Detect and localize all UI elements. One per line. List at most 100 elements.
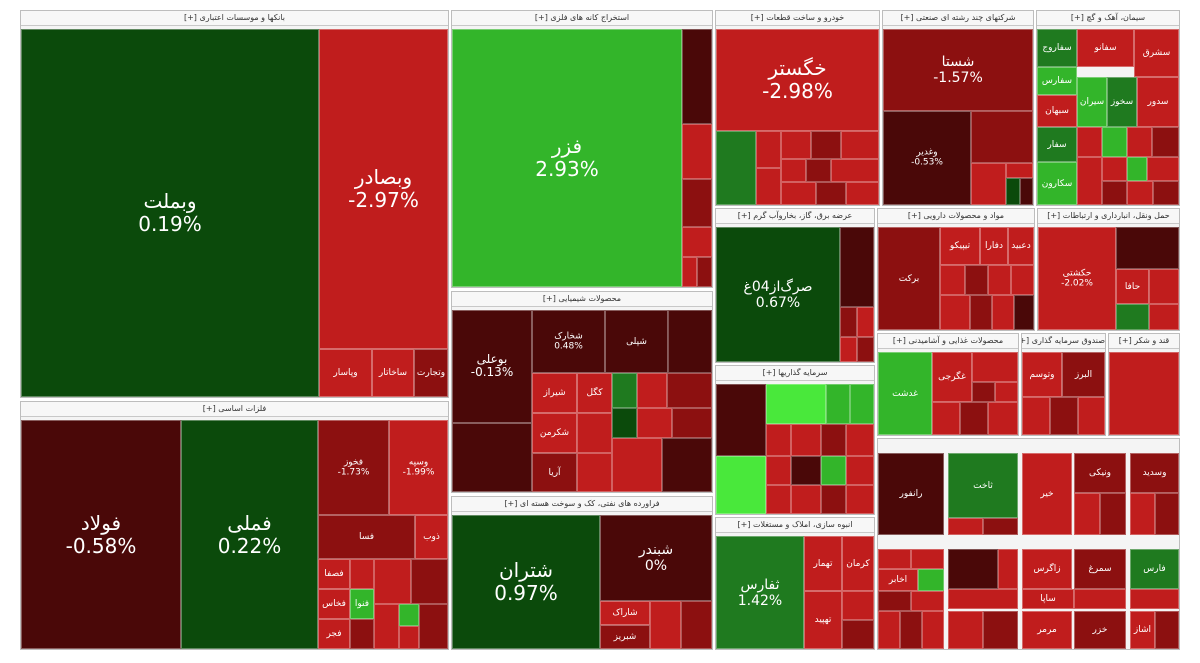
tile-shiraz[interactable]: شیراز — [532, 373, 577, 413]
tile-minor[interactable] — [781, 159, 806, 182]
tile-sdor[interactable]: سدور — [1137, 77, 1179, 127]
sector-header[interactable]: مواد و محصولات دارویی [+] — [878, 209, 1034, 224]
tile-minor[interactable] — [766, 485, 791, 514]
tile-vtejarat[interactable]: وپاسار — [319, 349, 372, 397]
tile-minor[interactable] — [971, 163, 1006, 205]
tile-shebreez[interactable]: شبریز — [600, 625, 650, 649]
tile-minor[interactable] — [932, 402, 960, 435]
tile-minor[interactable] — [918, 569, 944, 591]
tile-minor[interactable] — [682, 227, 712, 257]
sector-header[interactable]: فلزات اساسی [+] — [21, 402, 448, 417]
tile-minor[interactable] — [948, 611, 983, 649]
tile-vtoos[interactable]: البرز — [1062, 352, 1105, 397]
tile-minor[interactable] — [826, 384, 850, 424]
tile-minor[interactable] — [1014, 295, 1034, 330]
tile-minor[interactable] — [1153, 181, 1179, 205]
tile-minor[interactable] — [1006, 163, 1033, 178]
tile-zob[interactable]: ذوب — [415, 515, 448, 559]
tile-minor[interactable] — [806, 159, 831, 182]
tile-tahpid[interactable]: تهپید — [804, 591, 842, 649]
tile-minor[interactable] — [970, 295, 992, 330]
tile-minor[interactable] — [419, 604, 448, 649]
tile-minor[interactable] — [1127, 181, 1153, 205]
sector-pharma[interactable]: مواد و محصولات دارویی [+] برکت تیپیکو دف… — [877, 208, 1035, 331]
tile-minor[interactable] — [821, 424, 846, 456]
tile-minor[interactable] — [791, 485, 821, 514]
tile-sharak[interactable]: شاراک — [600, 601, 650, 625]
tile-khegostar[interactable]: خگستر -2.98% — [716, 29, 879, 131]
tile-minor[interactable] — [1116, 304, 1149, 330]
tile-argh[interactable]: صرگ‌از04غ 0.67% — [716, 227, 840, 362]
tile-minor[interactable] — [1149, 269, 1179, 304]
tile-minor[interactable] — [992, 295, 1014, 330]
tile-hafar[interactable]: حافا — [1116, 269, 1149, 304]
tile-minor[interactable] — [612, 373, 637, 408]
sector-auto[interactable]: خودرو و ساخت قطعات [+] خگستر -2.98% — [715, 10, 880, 206]
tile-minor[interactable] — [1077, 127, 1102, 157]
sector-metals[interactable]: فلزات اساسی [+] فولاد -0.58% فملی 0.22% فخ… — [20, 401, 449, 650]
tile-minor[interactable] — [374, 559, 411, 604]
tile-minor[interactable] — [840, 337, 857, 362]
tile-sfar[interactable]: سفار — [1037, 127, 1077, 162]
sector-header[interactable]: انبوه سازی، املاک و مستغلات [+] — [716, 518, 874, 533]
tile-minor[interactable] — [682, 179, 712, 227]
tile-sabad[interactable]: سبهان — [1037, 95, 1077, 127]
tile-minor[interactable] — [668, 310, 712, 373]
tile-minor[interactable] — [1102, 157, 1127, 181]
tile-mrmar[interactable]: مرمر — [1022, 611, 1072, 649]
tile-vbsader[interactable]: وبصادر -2.97% — [319, 29, 448, 349]
tile-ghalboor[interactable]: غدشت — [878, 352, 932, 435]
tile-fesk[interactable]: فخاس — [318, 589, 350, 619]
tile-minor[interactable] — [756, 131, 781, 168]
tile-minor[interactable] — [1116, 227, 1179, 269]
tile-bardak[interactable]: برکت — [878, 227, 940, 330]
tile-minor[interactable] — [637, 408, 672, 438]
tile-gandom[interactable]: غگرجی — [932, 352, 972, 402]
tile-vbmellat[interactable]: وبملت 0.19% — [21, 29, 319, 397]
tile-dabid[interactable]: دعبید — [1008, 227, 1034, 265]
tile-minor[interactable] — [840, 307, 857, 337]
tile-fasa[interactable]: فصفا — [318, 559, 350, 589]
tile-tanjeh[interactable]: ثاخت — [948, 453, 1018, 518]
tile-shahreza[interactable]: سشرق — [1134, 29, 1179, 77]
tile-minor[interactable] — [672, 408, 712, 438]
tile-minor[interactable] — [411, 559, 448, 604]
tile-minor[interactable] — [756, 168, 781, 205]
tile-minor[interactable] — [998, 549, 1018, 589]
tile-minor[interactable] — [846, 182, 879, 205]
tile-minor[interactable] — [612, 408, 637, 438]
tile-zagros[interactable]: زاگرس — [1022, 549, 1072, 589]
tile-minor[interactable] — [791, 424, 821, 456]
sector-food[interactable]: محصولات غذایی و آشامیدنی [+] غدشت غگرجی — [877, 333, 1019, 436]
tile-vbank[interactable]: وتجارت — [414, 349, 448, 397]
tile-minor[interactable] — [960, 402, 988, 435]
tile-dfarab[interactable]: دفارا — [980, 227, 1008, 265]
tile-minor[interactable] — [911, 591, 944, 611]
tile-shsina[interactable] — [452, 423, 532, 492]
tile-khzar[interactable]: خزر — [1074, 611, 1126, 649]
tile-minor[interactable] — [1155, 493, 1179, 535]
tile-minor[interactable] — [1130, 493, 1155, 535]
tile-minor[interactable] — [667, 373, 712, 408]
tile-minor[interactable] — [612, 438, 662, 492]
sector-header[interactable]: شرکتهای چند رشته ای صنعتی [+] — [883, 11, 1033, 26]
tile-minor[interactable] — [1155, 611, 1179, 649]
tile-shabandar[interactable]: شبندر 0% — [600, 515, 712, 601]
tile-minor[interactable] — [821, 485, 846, 514]
tile-fazar[interactable]: فزر 2.93% — [452, 29, 682, 287]
tile-shkerman[interactable]: شکرمن — [532, 413, 577, 453]
sector-petroleum[interactable]: فراورده های نفتی، کک و سوخت هسته ای [+] … — [451, 496, 713, 650]
tile-minor[interactable] — [399, 604, 419, 626]
tile-minor[interactable] — [846, 424, 874, 456]
tile-minor[interactable] — [662, 438, 712, 492]
tile-minor[interactable] — [682, 29, 712, 124]
tile-alborz[interactable]: وتوسم — [1022, 352, 1062, 397]
tile-minor[interactable] — [1147, 157, 1179, 181]
tile-minor[interactable] — [350, 619, 374, 649]
tile-minor[interactable] — [972, 382, 995, 402]
tile-minor[interactable] — [988, 265, 1011, 295]
tile-vsina[interactable]: وسپه -1.99% — [389, 420, 448, 515]
tile-minor[interactable] — [878, 549, 911, 569]
tile-minor[interactable] — [766, 384, 826, 424]
sector-header[interactable]: بانکها و موسسات اعتباری [+] — [21, 11, 448, 26]
